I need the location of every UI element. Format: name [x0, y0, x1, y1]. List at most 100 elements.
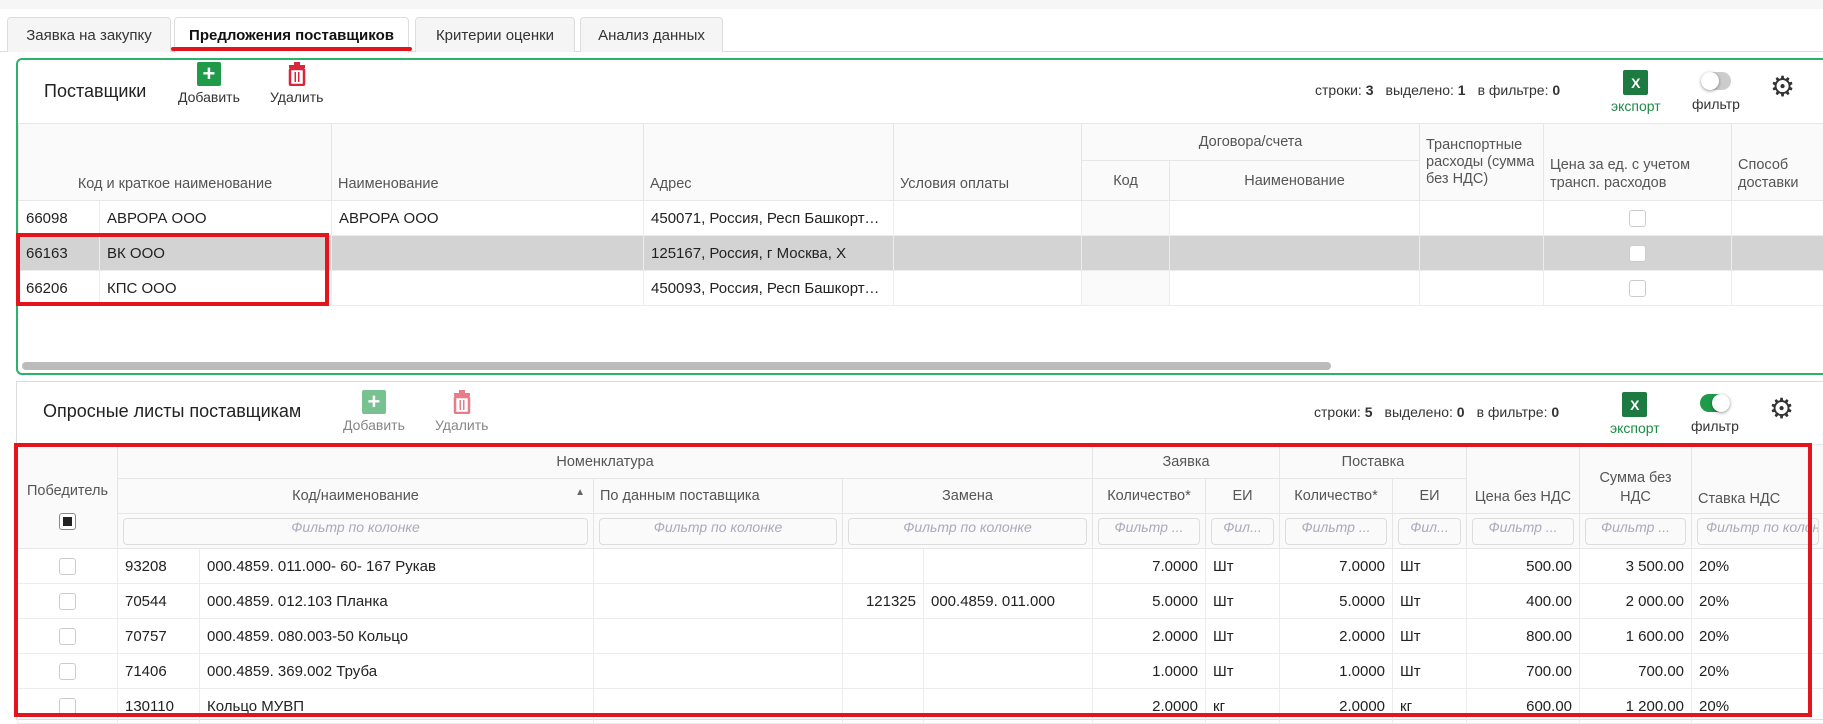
col-price[interactable]: Цена без НДС	[1467, 445, 1580, 514]
col-delivery[interactable]: Способ доставки	[1732, 124, 1823, 201]
winner-checkbox[interactable]	[59, 663, 76, 680]
plus-icon: +	[197, 62, 221, 86]
col-request-qty[interactable]: Количество*	[1093, 479, 1206, 514]
checkbox[interactable]	[1629, 280, 1646, 297]
winner-checkbox[interactable]	[59, 628, 76, 645]
col-address[interactable]: Адрес	[644, 124, 894, 201]
col-code-name[interactable]: Код и краткое наименование	[19, 124, 332, 201]
cell-request-unit: кг	[1206, 689, 1280, 724]
tab-evaluation-criteria[interactable]: Критерии оценки	[415, 17, 575, 52]
horizontal-scrollbar[interactable]	[22, 362, 1331, 370]
col-vat[interactable]: Ставка НДС	[1692, 445, 1823, 514]
col-delivery-unit[interactable]: ЕИ	[1393, 479, 1467, 514]
filter-request-unit[interactable]: Фил...	[1211, 518, 1274, 545]
col-winner[interactable]: Победитель	[18, 445, 118, 549]
col-code-name[interactable]: Код/наименование▲	[118, 479, 594, 514]
col-request-unit[interactable]: ЕИ	[1206, 479, 1280, 514]
filter-vat[interactable]: Фильтр по колонке	[1697, 518, 1819, 545]
cell-code: 70757	[118, 619, 200, 654]
cell-price-transport	[1544, 236, 1732, 271]
questionnaires-table: Победитель Номенклатура Заявка Поставка …	[17, 444, 1823, 724]
tab-supplier-offers[interactable]: Предложения поставщиков	[174, 17, 409, 53]
col-price-transport[interactable]: Цена за ед. с учетом трансп. расходов	[1544, 124, 1732, 201]
gear-icon[interactable]: ⚙	[1770, 70, 1795, 103]
checkbox[interactable]	[1629, 245, 1646, 262]
cell-code: 66206	[19, 271, 100, 306]
add-questionnaire-button[interactable]: + Добавить	[343, 390, 405, 433]
col-contract-name[interactable]: Наименование	[1170, 161, 1420, 201]
cell-delivery-unit: кг	[1393, 689, 1467, 724]
cell-winner	[18, 654, 118, 689]
col-payment[interactable]: Условия оплаты	[894, 124, 1082, 201]
col-supplier-data[interactable]: По данным поставщика	[594, 479, 843, 514]
winner-checkbox[interactable]	[59, 698, 76, 715]
tab-data-analysis[interactable]: Анализ данных	[580, 17, 723, 52]
tab-purchase-request[interactable]: Заявка на закупку	[7, 17, 171, 52]
filter-replacement[interactable]: Фильтр по колонке	[848, 518, 1087, 545]
cell-replacement-name	[924, 619, 1093, 654]
filter-toggle[interactable]: фильтр	[1692, 72, 1740, 112]
cell-replacement-code	[843, 619, 924, 654]
active-tab-underline	[171, 47, 412, 51]
cell-sum: 700.00	[1580, 654, 1692, 689]
gear-icon[interactable]: ⚙	[1769, 392, 1794, 425]
cell-transport	[1420, 236, 1544, 271]
cell-replacement-code: 121325	[843, 584, 924, 619]
col-replacement[interactable]: Замена	[843, 479, 1093, 514]
filter-price[interactable]: Фильтр ...	[1472, 518, 1574, 545]
cell-code: 93208	[118, 549, 200, 584]
add-supplier-button[interactable]: + Добавить	[178, 62, 240, 105]
col-transport[interactable]: Транспортные расходы (сумма без НДС)	[1420, 124, 1544, 201]
cell-address: 450093, Россия, Респ Башкортостан	[644, 271, 894, 306]
filter-delivery-unit[interactable]: Фил...	[1398, 518, 1461, 545]
winner-checkbox[interactable]	[59, 593, 76, 610]
winner-checkbox[interactable]	[59, 558, 76, 575]
col-contract-code[interactable]: Код	[1082, 161, 1170, 201]
cell-request-qty: 5.0000	[1093, 584, 1206, 619]
col-group-request: Заявка	[1093, 445, 1280, 479]
filter-delivery-qty[interactable]: Фильтр ...	[1285, 518, 1387, 545]
filter-request-qty[interactable]: Фильтр ...	[1098, 518, 1200, 545]
cell-name: 000.4859. 011.000- 60- 167 Рукав	[200, 549, 594, 584]
excel-icon: X	[1622, 392, 1647, 417]
delete-supplier-button[interactable]: Удалить	[270, 62, 323, 105]
col-sum[interactable]: Сумма без НДС	[1580, 445, 1692, 514]
cell-delivery	[1732, 271, 1823, 306]
toggle-switch[interactable]	[1700, 394, 1730, 412]
col-group-contracts: Договора/счета	[1082, 124, 1420, 161]
cell-contract-code	[1082, 236, 1170, 271]
select-all-checkbox[interactable]	[59, 513, 76, 530]
cell-delivery-qty: 2.0000	[1280, 619, 1393, 654]
filter-sum[interactable]: Фильтр ...	[1585, 518, 1686, 545]
questionnaires-panel: Опросные листы поставщикам + Добавить Уд…	[16, 381, 1823, 720]
cell-winner	[18, 584, 118, 619]
panel-title: Опросные листы поставщикам	[43, 401, 301, 422]
filter-supplier-data[interactable]: Фильтр по колонке	[599, 518, 837, 545]
filter-toggle[interactable]: фильтр	[1691, 394, 1739, 434]
cell-request-qty: 2.0000	[1093, 619, 1206, 654]
cell-sum: 3 500.00	[1580, 549, 1692, 584]
cell-contract-name	[1170, 201, 1420, 236]
cell-request-unit: Шт	[1206, 584, 1280, 619]
toggle-switch[interactable]	[1701, 72, 1731, 90]
col-delivery-qty[interactable]: Количество*	[1280, 479, 1393, 514]
cell-request-qty: 1.0000	[1093, 654, 1206, 689]
cell-contract-code	[1082, 201, 1170, 236]
checkbox[interactable]	[1629, 210, 1646, 227]
cell-winner	[18, 689, 118, 724]
delete-questionnaire-button[interactable]: Удалить	[435, 390, 488, 433]
cell-name: 000.4859. 012.103 Планка	[200, 584, 594, 619]
col-name[interactable]: Наименование	[332, 124, 644, 201]
filter-code-name[interactable]: Фильтр по колонке	[123, 518, 588, 545]
cell-name	[332, 236, 644, 271]
